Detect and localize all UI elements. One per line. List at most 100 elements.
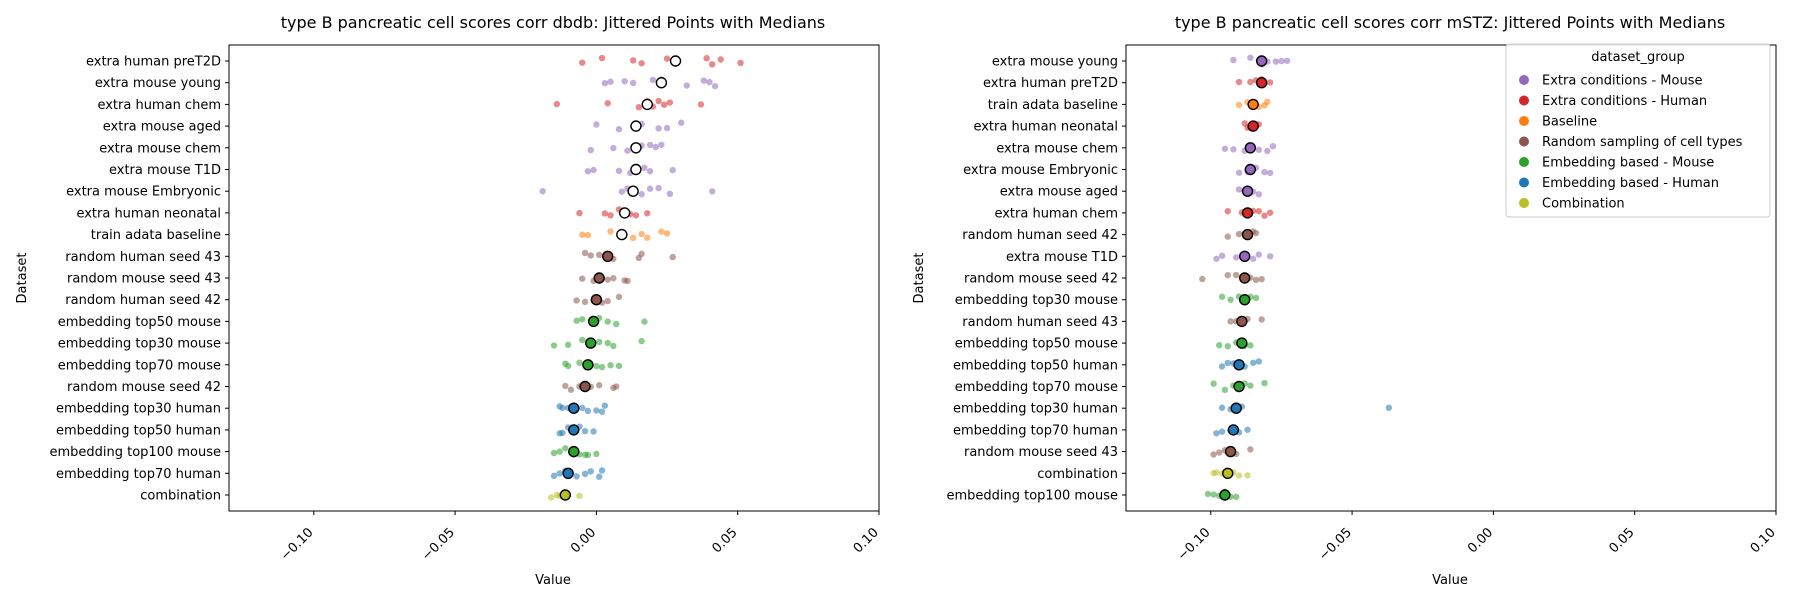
data-point: [584, 407, 592, 415]
data-point: [598, 467, 606, 474]
data-point: [604, 276, 611, 283]
median-marker: [630, 120, 642, 132]
y-tick-label: embedding top50 mouse: [58, 315, 221, 330]
data-point: [579, 404, 586, 412]
y-tick-label: combination: [140, 489, 221, 504]
data-point: [1235, 186, 1243, 193]
data-point: [1216, 342, 1223, 349]
y-tick-label: extra human chem: [97, 98, 221, 113]
data-point: [573, 297, 580, 304]
data-point: [601, 402, 609, 409]
legend-label: Extra conditions - Human: [1542, 94, 1707, 109]
data-point: [550, 449, 558, 457]
y-tick-label: extra mouse T1D: [1006, 250, 1118, 265]
y-tick-label: extra human neonatal: [76, 206, 221, 221]
median-marker: [590, 294, 603, 306]
data-point: [638, 191, 645, 198]
data-point: [649, 76, 657, 84]
y-axis: extra human preT2D extra mouse young extra…: [49, 55, 229, 504]
data-point: [593, 121, 600, 128]
chart-dbdb: type B pancreatic cell scores corr dbdb:…: [15, 13, 882, 588]
median-marker: [1219, 489, 1231, 501]
y-tick-label: extra human preT2D: [983, 76, 1118, 91]
legend-marker: [1519, 177, 1529, 188]
data-point: [629, 57, 637, 64]
data-point: [1269, 143, 1277, 150]
data-point: [562, 445, 569, 452]
data-point: [1230, 56, 1237, 64]
legend-marker: [1519, 198, 1529, 208]
data-point: [1261, 212, 1268, 219]
data-point: [1216, 449, 1223, 456]
median-marker: [587, 315, 600, 328]
y-tick-label: extra mouse young: [95, 76, 221, 91]
data-point: [587, 468, 594, 475]
y-tick-label: random mouse seed 42: [67, 380, 221, 395]
data-point: [1272, 58, 1279, 65]
data-point: [1266, 209, 1274, 216]
data-point: [717, 56, 724, 63]
median-marker: [630, 142, 642, 154]
median-marker: [1247, 120, 1259, 132]
data-point: [646, 185, 654, 192]
data-point: [1252, 294, 1260, 302]
chart-title: type B pancreatic cell scores corr dbdb:…: [281, 13, 826, 32]
legend-label: Baseline: [1542, 115, 1597, 130]
y-tick-label: embedding top100 mouse: [946, 489, 1118, 504]
data-point: [1224, 343, 1231, 350]
data-point: [646, 168, 654, 175]
y-axis-label: Dataset: [912, 253, 927, 304]
data-point: [576, 359, 583, 366]
median-marker: [641, 98, 653, 111]
y-tick-label: embedding top70 mouse: [58, 358, 221, 373]
median-marker: [627, 185, 639, 197]
data-point: [1210, 491, 1217, 498]
data-point: [593, 450, 600, 458]
data-point: [677, 119, 685, 126]
data-point: [607, 228, 614, 235]
data-point: [610, 274, 617, 282]
data-point: [638, 230, 645, 238]
data-point: [1244, 426, 1251, 433]
y-tick-label: extra mouse aged: [103, 120, 221, 135]
data-point: [556, 470, 563, 477]
data-point: [1261, 168, 1268, 176]
data-point: [604, 297, 611, 305]
y-tick-label: embedding top30 mouse: [955, 293, 1118, 308]
data-point: [1266, 169, 1274, 177]
data-point: [683, 82, 691, 89]
data-point: [1255, 208, 1263, 215]
data-point: [567, 386, 575, 393]
median-marker: [1230, 402, 1242, 414]
median-marker: [1238, 294, 1251, 306]
data-point: [629, 234, 637, 242]
data-point: [703, 55, 710, 62]
data-point: [1227, 296, 1234, 303]
data-point: [550, 342, 558, 349]
y-tick-label: embedding top30 human: [953, 402, 1118, 417]
y-tick-label: embedding top70 mouse: [955, 380, 1118, 395]
data-point: [655, 184, 662, 192]
data-point: [1218, 404, 1226, 411]
y-tick-label: random human seed 42: [962, 228, 1118, 243]
data-point: [587, 146, 594, 154]
chart-title: type B pancreatic cell scores corr mSTZ:…: [1175, 13, 1725, 32]
data-point: [1255, 191, 1263, 198]
data-point: [1261, 379, 1268, 387]
median-marker: [568, 445, 580, 458]
data-point: [579, 59, 586, 66]
data-point: [663, 124, 671, 132]
y-tick-label: train adata baseline: [91, 228, 221, 243]
data-point: [1264, 147, 1271, 155]
median-marker: [1222, 467, 1234, 479]
median-marker: [1241, 228, 1254, 241]
data-point: [1235, 101, 1243, 109]
y-tick-label: embedding top30 mouse: [58, 337, 221, 352]
data-point: [612, 320, 620, 328]
data-point: [1235, 472, 1243, 479]
data-point: [556, 448, 563, 455]
median-marker: [568, 424, 580, 436]
data-point: [638, 60, 645, 67]
data-point: [547, 494, 555, 501]
data-point: [1249, 255, 1257, 263]
